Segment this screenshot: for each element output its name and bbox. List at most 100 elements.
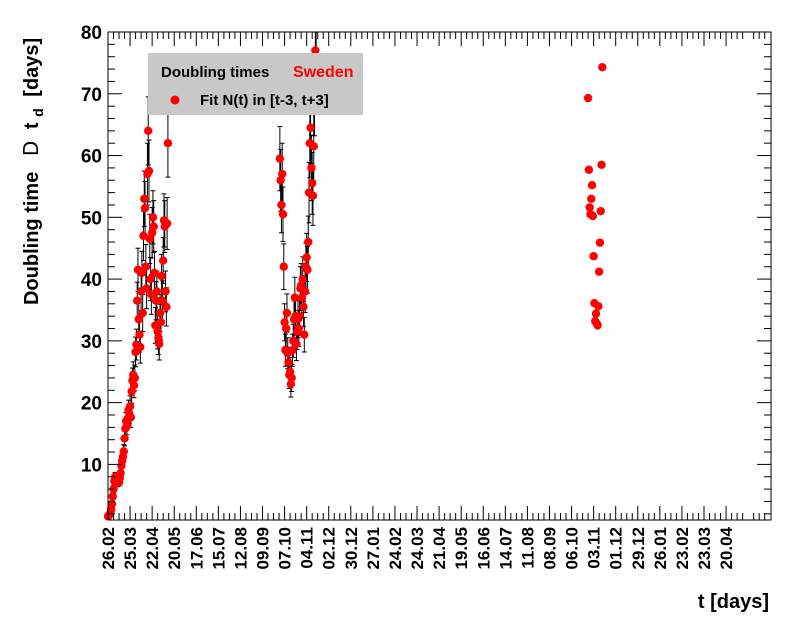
data-point [116, 468, 125, 478]
data-point [136, 342, 145, 352]
data-point [294, 324, 303, 333]
data-point [290, 293, 300, 302]
x-tick-label: 06.10 [563, 527, 582, 570]
data-point [140, 194, 149, 203]
data-point [598, 63, 607, 72]
data-point [158, 256, 168, 265]
legend-marker [170, 95, 180, 105]
data-point [153, 327, 162, 336]
data-point [120, 434, 129, 443]
data-point [132, 296, 142, 305]
data-point [146, 274, 155, 284]
data-point [158, 296, 167, 305]
data-point [286, 379, 296, 389]
data-point [162, 219, 172, 228]
data-point [155, 308, 165, 318]
x-tick-label: 07.10 [276, 527, 295, 570]
y-axis-title-var: t [21, 122, 43, 129]
data-point [154, 333, 163, 342]
data-point [157, 271, 166, 281]
data-point [589, 252, 598, 261]
data-point [126, 413, 136, 422]
data-point [595, 238, 605, 247]
x-tick-label: 15.07 [209, 527, 228, 570]
data-point [287, 373, 296, 383]
x-axis-ticks: 26.02 25.03 22.04 20.05 17.06 15.07 12.08 09.09… [99, 32, 766, 570]
y-axis-title-unit: [days] [21, 38, 43, 97]
y-axis-title: Doubling time D t d [days] [19, 38, 48, 305]
data-point [302, 253, 311, 262]
data-point [148, 213, 158, 222]
y-tick-label: 10 [81, 455, 102, 476]
y-tick-label: 80 [81, 23, 102, 44]
x-tick-label: 14.07 [496, 527, 515, 570]
data-point [284, 358, 293, 367]
x-tick-label: 30.12 [342, 527, 361, 570]
y-axis-ticks: 10 20 30 40 50 60 70 80 [81, 23, 771, 515]
data-point [300, 330, 309, 339]
data-point [140, 203, 150, 213]
x-tick-label: 26.01 [651, 527, 670, 570]
data-point [150, 268, 159, 278]
data-point [144, 126, 153, 136]
legend-title: Doubling times [161, 64, 269, 81]
x-tick-label: 04.11 [298, 527, 317, 569]
data-point [155, 339, 164, 349]
data-point [583, 93, 593, 103]
x-tick-label: 27.01 [364, 527, 383, 570]
data-point [299, 302, 308, 312]
data-point [593, 321, 602, 330]
data-point [309, 142, 318, 151]
data-point [303, 265, 312, 275]
legend-country: Sweden [293, 64, 353, 81]
data-point [152, 287, 162, 296]
x-tick-label: 23.02 [673, 527, 692, 570]
data-point [278, 210, 288, 219]
data-point [311, 46, 320, 55]
data-point [161, 287, 170, 296]
data-point [149, 222, 158, 231]
data-point [292, 339, 301, 349]
data-point [594, 302, 603, 311]
data-point [141, 262, 151, 271]
x-tick-label: 02.12 [320, 527, 339, 570]
data-point [584, 165, 594, 174]
data-point [119, 447, 128, 456]
x-tick-label: 17.06 [187, 527, 206, 570]
data-point [163, 138, 173, 148]
x-tick-label: 29.12 [629, 527, 648, 570]
x-tick-label: 03.11 [585, 527, 604, 569]
legend: Doubling times Sweden Fit N(t) in [t-3, … [148, 53, 363, 115]
data-point [135, 330, 144, 339]
x-tick-label: 23.03 [695, 527, 714, 570]
data-point [137, 268, 147, 278]
data-point [281, 324, 291, 333]
data-point [144, 166, 154, 176]
y-tick-label: 20 [81, 394, 102, 415]
x-tick-label: 20.05 [165, 527, 184, 570]
data-point [288, 345, 297, 355]
x-axis-title: t [days] [698, 591, 769, 613]
y-tick-label: 60 [81, 147, 102, 168]
y-tick-label: 70 [81, 85, 102, 106]
data-point [134, 315, 143, 324]
data-point [275, 154, 285, 163]
y-axis-title-main: Doubling time [21, 172, 43, 305]
x-tick-label: 11.08 [518, 527, 537, 569]
y-axis-title-sub: d [30, 108, 46, 117]
data-point [278, 169, 287, 179]
data-point [297, 293, 307, 302]
y-tick-label: 40 [81, 270, 102, 291]
data-point [142, 284, 151, 293]
data-point [277, 200, 286, 210]
x-tick-label: 20.04 [717, 526, 736, 569]
data-point [125, 402, 135, 411]
x-tick-label: 26.02 [99, 527, 118, 570]
x-tick-label: 21.04 [430, 526, 449, 569]
data-point [129, 381, 139, 390]
data-point [298, 274, 307, 284]
data-point [587, 180, 597, 190]
data-point [307, 179, 317, 188]
y-tick-label: 30 [81, 332, 102, 353]
